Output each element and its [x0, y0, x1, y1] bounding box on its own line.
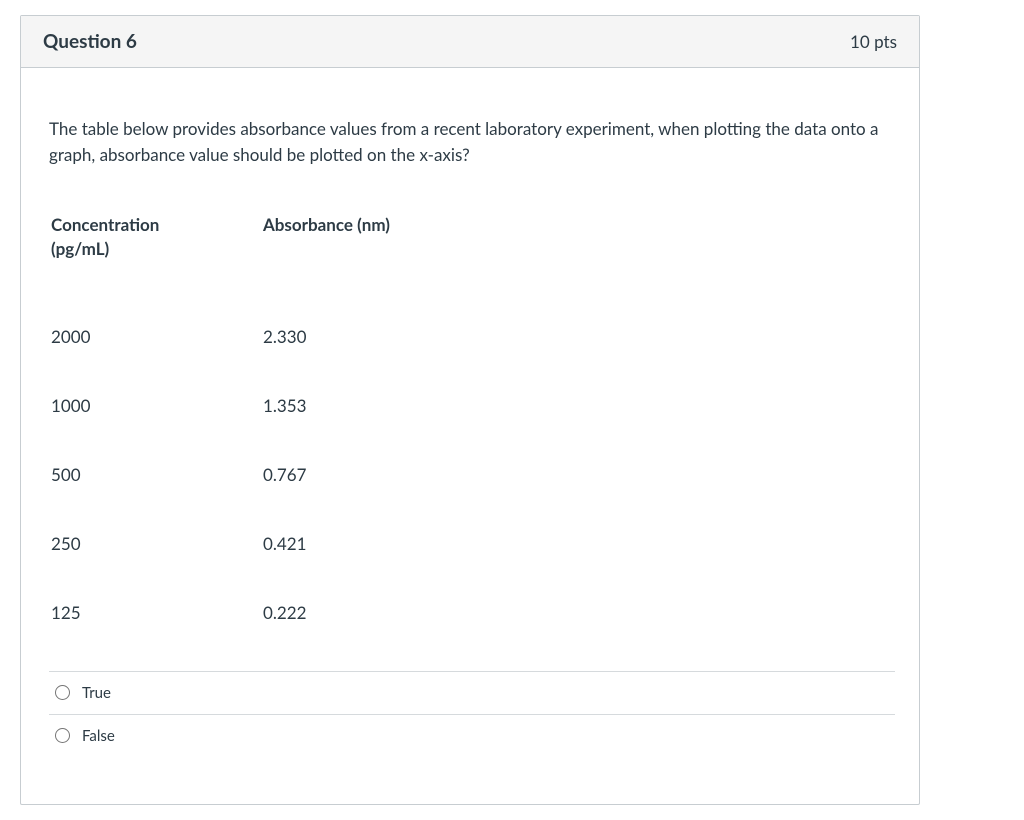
cell-absorbance: 0.421 — [261, 509, 473, 578]
answer-options: True False — [49, 671, 897, 757]
cell-concentration: 2000 — [49, 302, 261, 371]
cell-absorbance: 1.353 — [261, 371, 473, 440]
answer-label-true: True — [82, 684, 111, 702]
answer-option-true[interactable]: True — [49, 671, 895, 714]
table-row: 2000 2.330 — [49, 302, 473, 371]
cell-concentration: 500 — [49, 440, 261, 509]
table-row: 125 0.222 — [49, 578, 473, 647]
table-header-concentration: Concentration (pg/mL) — [49, 205, 261, 302]
cell-concentration: 250 — [49, 509, 261, 578]
question-body: The table below provides absorbance valu… — [21, 68, 919, 767]
radio-true[interactable] — [55, 685, 70, 700]
page: Question 6 10 pts The table below provid… — [0, 0, 1024, 820]
table-header-row: Concentration (pg/mL) Absorbance (nm) — [49, 205, 473, 302]
table-row: 1000 1.353 — [49, 371, 473, 440]
radio-false[interactable] — [55, 728, 70, 743]
cell-absorbance: 0.222 — [261, 578, 473, 647]
question-card: Question 6 10 pts The table below provid… — [20, 15, 920, 805]
answer-option-false[interactable]: False — [49, 714, 895, 757]
table-header-concentration-line1: Concentration — [51, 214, 159, 235]
answer-label-false: False — [82, 727, 115, 745]
question-points: 10 pts — [850, 31, 897, 52]
cell-concentration: 1000 — [49, 371, 261, 440]
table-row: 250 0.421 — [49, 509, 473, 578]
cell-concentration: 125 — [49, 578, 261, 647]
question-title: Question 6 — [43, 30, 137, 53]
cell-absorbance: 0.767 — [261, 440, 473, 509]
table-header-concentration-line2: (pg/mL) — [51, 238, 109, 259]
table-header-absorbance: Absorbance (nm) — [261, 205, 473, 302]
data-table: Concentration (pg/mL) Absorbance (nm) 20… — [49, 205, 473, 647]
table-row: 500 0.767 — [49, 440, 473, 509]
question-prompt: The table below provides absorbance valu… — [49, 116, 889, 169]
cell-absorbance: 2.330 — [261, 302, 473, 371]
question-header: Question 6 10 pts — [21, 16, 919, 68]
